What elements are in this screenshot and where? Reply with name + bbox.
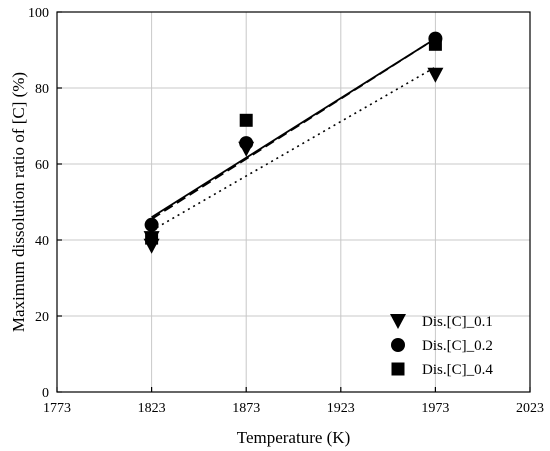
y-axis-label: Maximum dissolution ratio of [C] (%): [9, 72, 28, 332]
y-tick-label: 80: [35, 82, 49, 97]
x-tick-label: 1923: [327, 401, 355, 416]
data-point-series-3: [145, 231, 159, 245]
y-tick-label: 100: [28, 6, 49, 21]
legend-label-series-1: Dis.[C]_0.1: [422, 314, 493, 330]
data-point-series-2: [239, 136, 254, 151]
legend-marker-series-2: [391, 338, 405, 352]
y-tick-label: 40: [35, 234, 49, 249]
x-tick-label: 2023: [516, 401, 544, 416]
legend-marker-series-1: [390, 314, 406, 329]
y-tick-label: 60: [35, 158, 49, 173]
fit-lines: [151, 37, 436, 232]
y-tick-label: 20: [35, 310, 49, 325]
x-tick-label: 1823: [138, 401, 166, 416]
plot-frame: [56, 11, 531, 393]
fit-line-series-3: [151, 37, 436, 220]
x-tick-label: 1873: [232, 401, 260, 416]
x-tick-label: 1773: [43, 401, 71, 416]
data-point-series-2: [144, 217, 159, 232]
data-point-series-3: [239, 113, 253, 127]
grid: [57, 12, 530, 392]
legend-label-series-3: Dis.[C]_0.4: [422, 362, 493, 378]
axis-ticks: 1773 1823 1873 1923 1973 2023 0 20 40 60 80 100: [28, 6, 544, 416]
data-points: [143, 31, 444, 254]
fit-line-series-1: [151, 66, 436, 232]
y-tick-label: 0: [42, 386, 49, 401]
data-point-series-1: [427, 67, 444, 83]
data-point-series-3: [428, 37, 442, 51]
legend-marker-series-3: [391, 362, 405, 376]
x-axis-label: Temperature (K): [237, 428, 351, 447]
x-tick-label: 1973: [421, 401, 449, 416]
legend-label-series-2: Dis.[C]_0.2: [422, 338, 493, 354]
legend: Dis.[C]_0.1 Dis.[C]_0.2 Dis.[C]_0.4: [390, 314, 493, 378]
